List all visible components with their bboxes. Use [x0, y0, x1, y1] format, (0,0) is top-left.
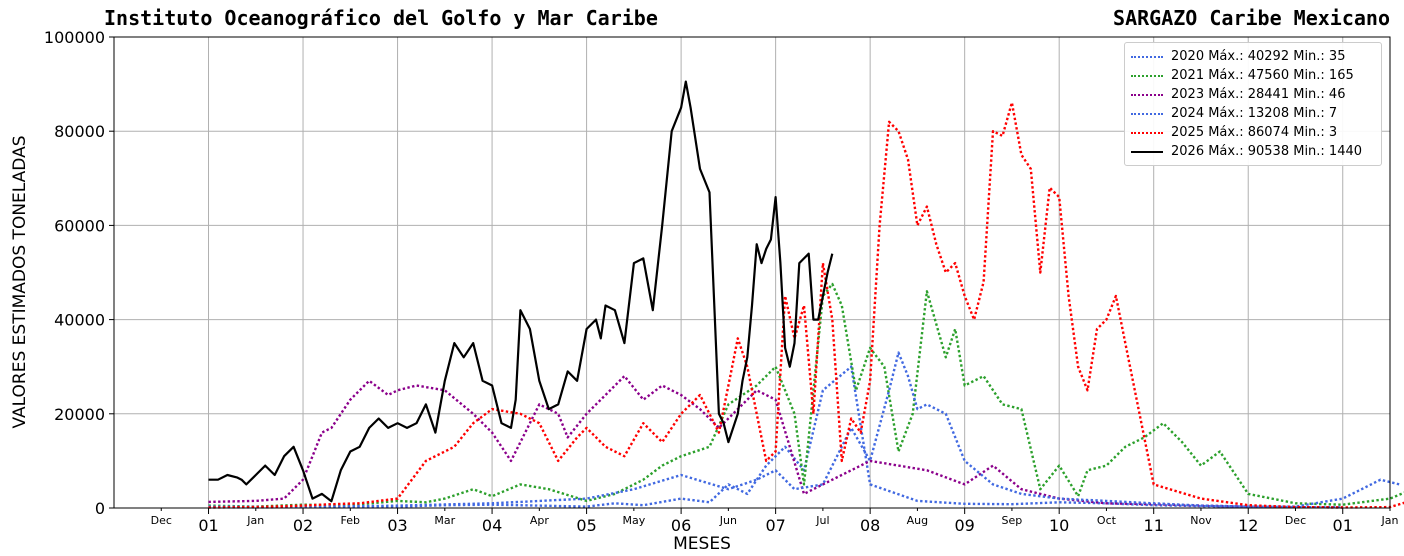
x-major-tick-label: 10 — [1049, 516, 1069, 535]
x-major-tick-label: 06 — [671, 516, 691, 535]
chart-title-right: SARGAZO Caribe Mexicano — [1113, 6, 1390, 30]
series-line-2026 — [208, 80, 834, 503]
x-minor-tick-label: Mar — [434, 514, 455, 527]
y-tick-label: 100000 — [44, 28, 105, 47]
legend-label: 2021 Máx.: 47560 Min.: 165 — [1171, 68, 1354, 83]
x-major-tick-label: 09 — [954, 516, 974, 535]
x-major-tick-label: 04 — [482, 516, 502, 535]
legend-label: 2020 Máx.: 40292 Min.: 35 — [1171, 49, 1346, 64]
legend-swatch — [1131, 93, 1163, 96]
legend-entry: 2020 Máx.: 40292 Min.: 35 — [1131, 47, 1375, 66]
series-line-2024 — [208, 351, 1400, 509]
chart-title-left: Instituto Oceanográfico del Golfo y Mar … — [104, 6, 658, 30]
x-minor-tick-label: Jan — [1381, 514, 1399, 527]
y-tick-label: 20000 — [54, 405, 105, 424]
plot-area — [208, 80, 1404, 509]
legend-label: 2026 Máx.: 90538 Min.: 1440 — [1171, 144, 1363, 159]
legend-label: 2025 Máx.: 86074 Min.: 3 — [1171, 125, 1338, 140]
x-major-tick-label: 01 — [1333, 516, 1353, 535]
legend-swatch — [1131, 131, 1163, 134]
legend-swatch — [1131, 112, 1163, 115]
legend-label: 2023 Máx.: 28441 Min.: 46 — [1171, 87, 1346, 102]
x-minor-tick-label: Dec — [151, 514, 172, 527]
legend-swatch — [1131, 150, 1163, 153]
x-major-tick-label: 05 — [576, 516, 596, 535]
plot-frame — [113, 36, 1391, 509]
x-major-tick-label: 02 — [293, 516, 313, 535]
legend-entry: 2025 Máx.: 86074 Min.: 3 — [1131, 123, 1375, 142]
x-minor-tick-label: Sep — [1002, 514, 1023, 527]
x-minor-tick-label: Feb — [341, 514, 360, 527]
x-major-tick-label: 11 — [1144, 516, 1164, 535]
x-major-tick-label: 08 — [860, 516, 880, 535]
series-line-2025 — [208, 101, 1404, 509]
x-minor-tick-label: Aug — [907, 514, 928, 527]
y-axis-label: VALORES ESTIMADOS TONELADAS — [10, 135, 30, 429]
legend-swatch — [1131, 55, 1163, 58]
x-minor-tick-label: Jun — [719, 514, 737, 527]
x-minor-tick-label: May — [622, 514, 645, 527]
axes: 0 20000 40000 60000 80000 100000 01 02 03 04 05 06 0… — [44, 28, 1399, 535]
y-tick-label: 60000 — [54, 216, 105, 235]
x-minor-tick-label: Jan — [246, 514, 264, 527]
legend-swatch — [1131, 74, 1163, 77]
y-tick-label: 80000 — [54, 122, 105, 141]
x-minor-tick-label: Apr — [530, 514, 550, 527]
x-major-tick-label: 12 — [1238, 516, 1258, 535]
y-tick-label: 40000 — [54, 311, 105, 330]
x-minor-tick-label: Oct — [1097, 514, 1117, 527]
x-major-tick-label: 07 — [765, 516, 785, 535]
legend-entry: 2023 Máx.: 28441 Min.: 46 — [1131, 85, 1375, 104]
legend-entry: 2026 Máx.: 90538 Min.: 1440 — [1131, 142, 1375, 161]
legend-entry: 2024 Máx.: 13208 Min.: 7 — [1131, 104, 1375, 123]
x-major-tick-label: 03 — [387, 516, 407, 535]
legend: 2020 Máx.: 40292 Min.: 35 2021 Máx.: 4756… — [1124, 42, 1382, 166]
series-line-2023 — [208, 374, 1343, 509]
series-line-2021 — [208, 282, 1404, 508]
x-minor-tick-label: Dec — [1285, 514, 1306, 527]
x-axis-label: MESES — [673, 534, 731, 554]
legend-entry: 2021 Máx.: 47560 Min.: 165 — [1131, 66, 1375, 85]
x-major-tick-label: 01 — [198, 516, 218, 535]
y-tick-label: 0 — [95, 499, 105, 518]
x-minor-tick-label: Nov — [1190, 514, 1212, 527]
legend-label: 2024 Máx.: 13208 Min.: 7 — [1171, 106, 1338, 121]
x-minor-tick-label: Jul — [815, 514, 829, 527]
